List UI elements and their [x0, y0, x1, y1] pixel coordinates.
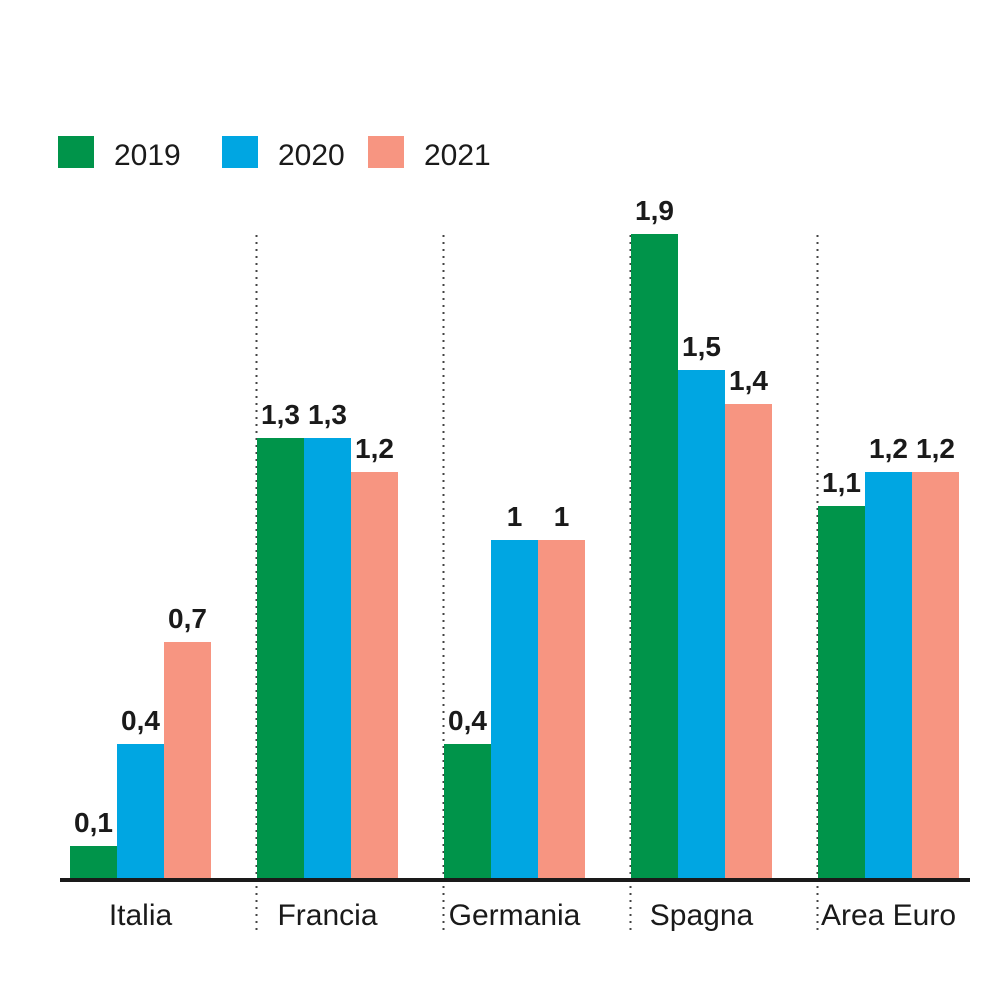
data-label: 1,9: [635, 195, 674, 226]
data-label: 1,2: [916, 433, 955, 464]
x-tick-label: Italia: [109, 899, 173, 932]
data-label: 0,4: [448, 705, 487, 736]
data-label: 0,4: [121, 705, 160, 736]
data-label: 0,7: [168, 603, 207, 634]
legend: 2019 2020 2021: [58, 136, 491, 172]
bar-germania-2020: [491, 540, 538, 880]
bar-spagna-2020: [678, 370, 725, 880]
bar-italia-2019: [70, 846, 117, 880]
legend-label-2020: 2020: [278, 139, 345, 172]
category-labels: Italia Francia Germania Spagna Area Euro: [109, 899, 956, 932]
bar-area-euro-2020: [865, 472, 912, 880]
legend-label-2019: 2019: [114, 139, 181, 172]
bar-spagna-2019: [631, 234, 678, 880]
data-label: 1,3: [261, 399, 300, 430]
x-tick-label: Area Euro: [821, 899, 956, 932]
legend-swatch-2020: [222, 136, 258, 168]
x-tick-label: Spagna: [650, 899, 754, 932]
bar-germania-2019: [444, 744, 491, 880]
data-label: 1,2: [355, 433, 394, 464]
bar-area-euro-2021: [912, 472, 959, 880]
legend-swatch-2021: [368, 136, 404, 168]
bar-italia-2021: [164, 642, 211, 880]
bars: [70, 234, 959, 880]
bar-italia-2020: [117, 744, 164, 880]
x-tick-label: Francia: [277, 899, 377, 932]
data-label: 1,5: [682, 331, 721, 362]
bar-francia-2021: [351, 472, 398, 880]
bar-germania-2021: [538, 540, 585, 880]
legend-label-2021: 2021: [424, 139, 491, 172]
bar-francia-2019: [257, 438, 304, 880]
data-label: 1,3: [308, 399, 347, 430]
bar-area-euro-2019: [818, 506, 865, 880]
legend-swatch-2019: [58, 136, 94, 168]
bar-francia-2020: [304, 438, 351, 880]
data-label: 1,1: [822, 467, 861, 498]
data-label: 0,1: [74, 807, 113, 838]
data-label: 1,4: [729, 365, 768, 396]
x-tick-label: Germania: [449, 899, 581, 932]
bar-spagna-2021: [725, 404, 772, 880]
data-label: 1: [554, 501, 570, 532]
data-label: 1: [507, 501, 523, 532]
data-label: 1,2: [869, 433, 908, 464]
value-labels: 0,1 0,4 0,7 1,3 1,3 1,2 0,4 1 1 1,9 1,5 1,4 1,1 1,2 1,…: [74, 195, 955, 838]
